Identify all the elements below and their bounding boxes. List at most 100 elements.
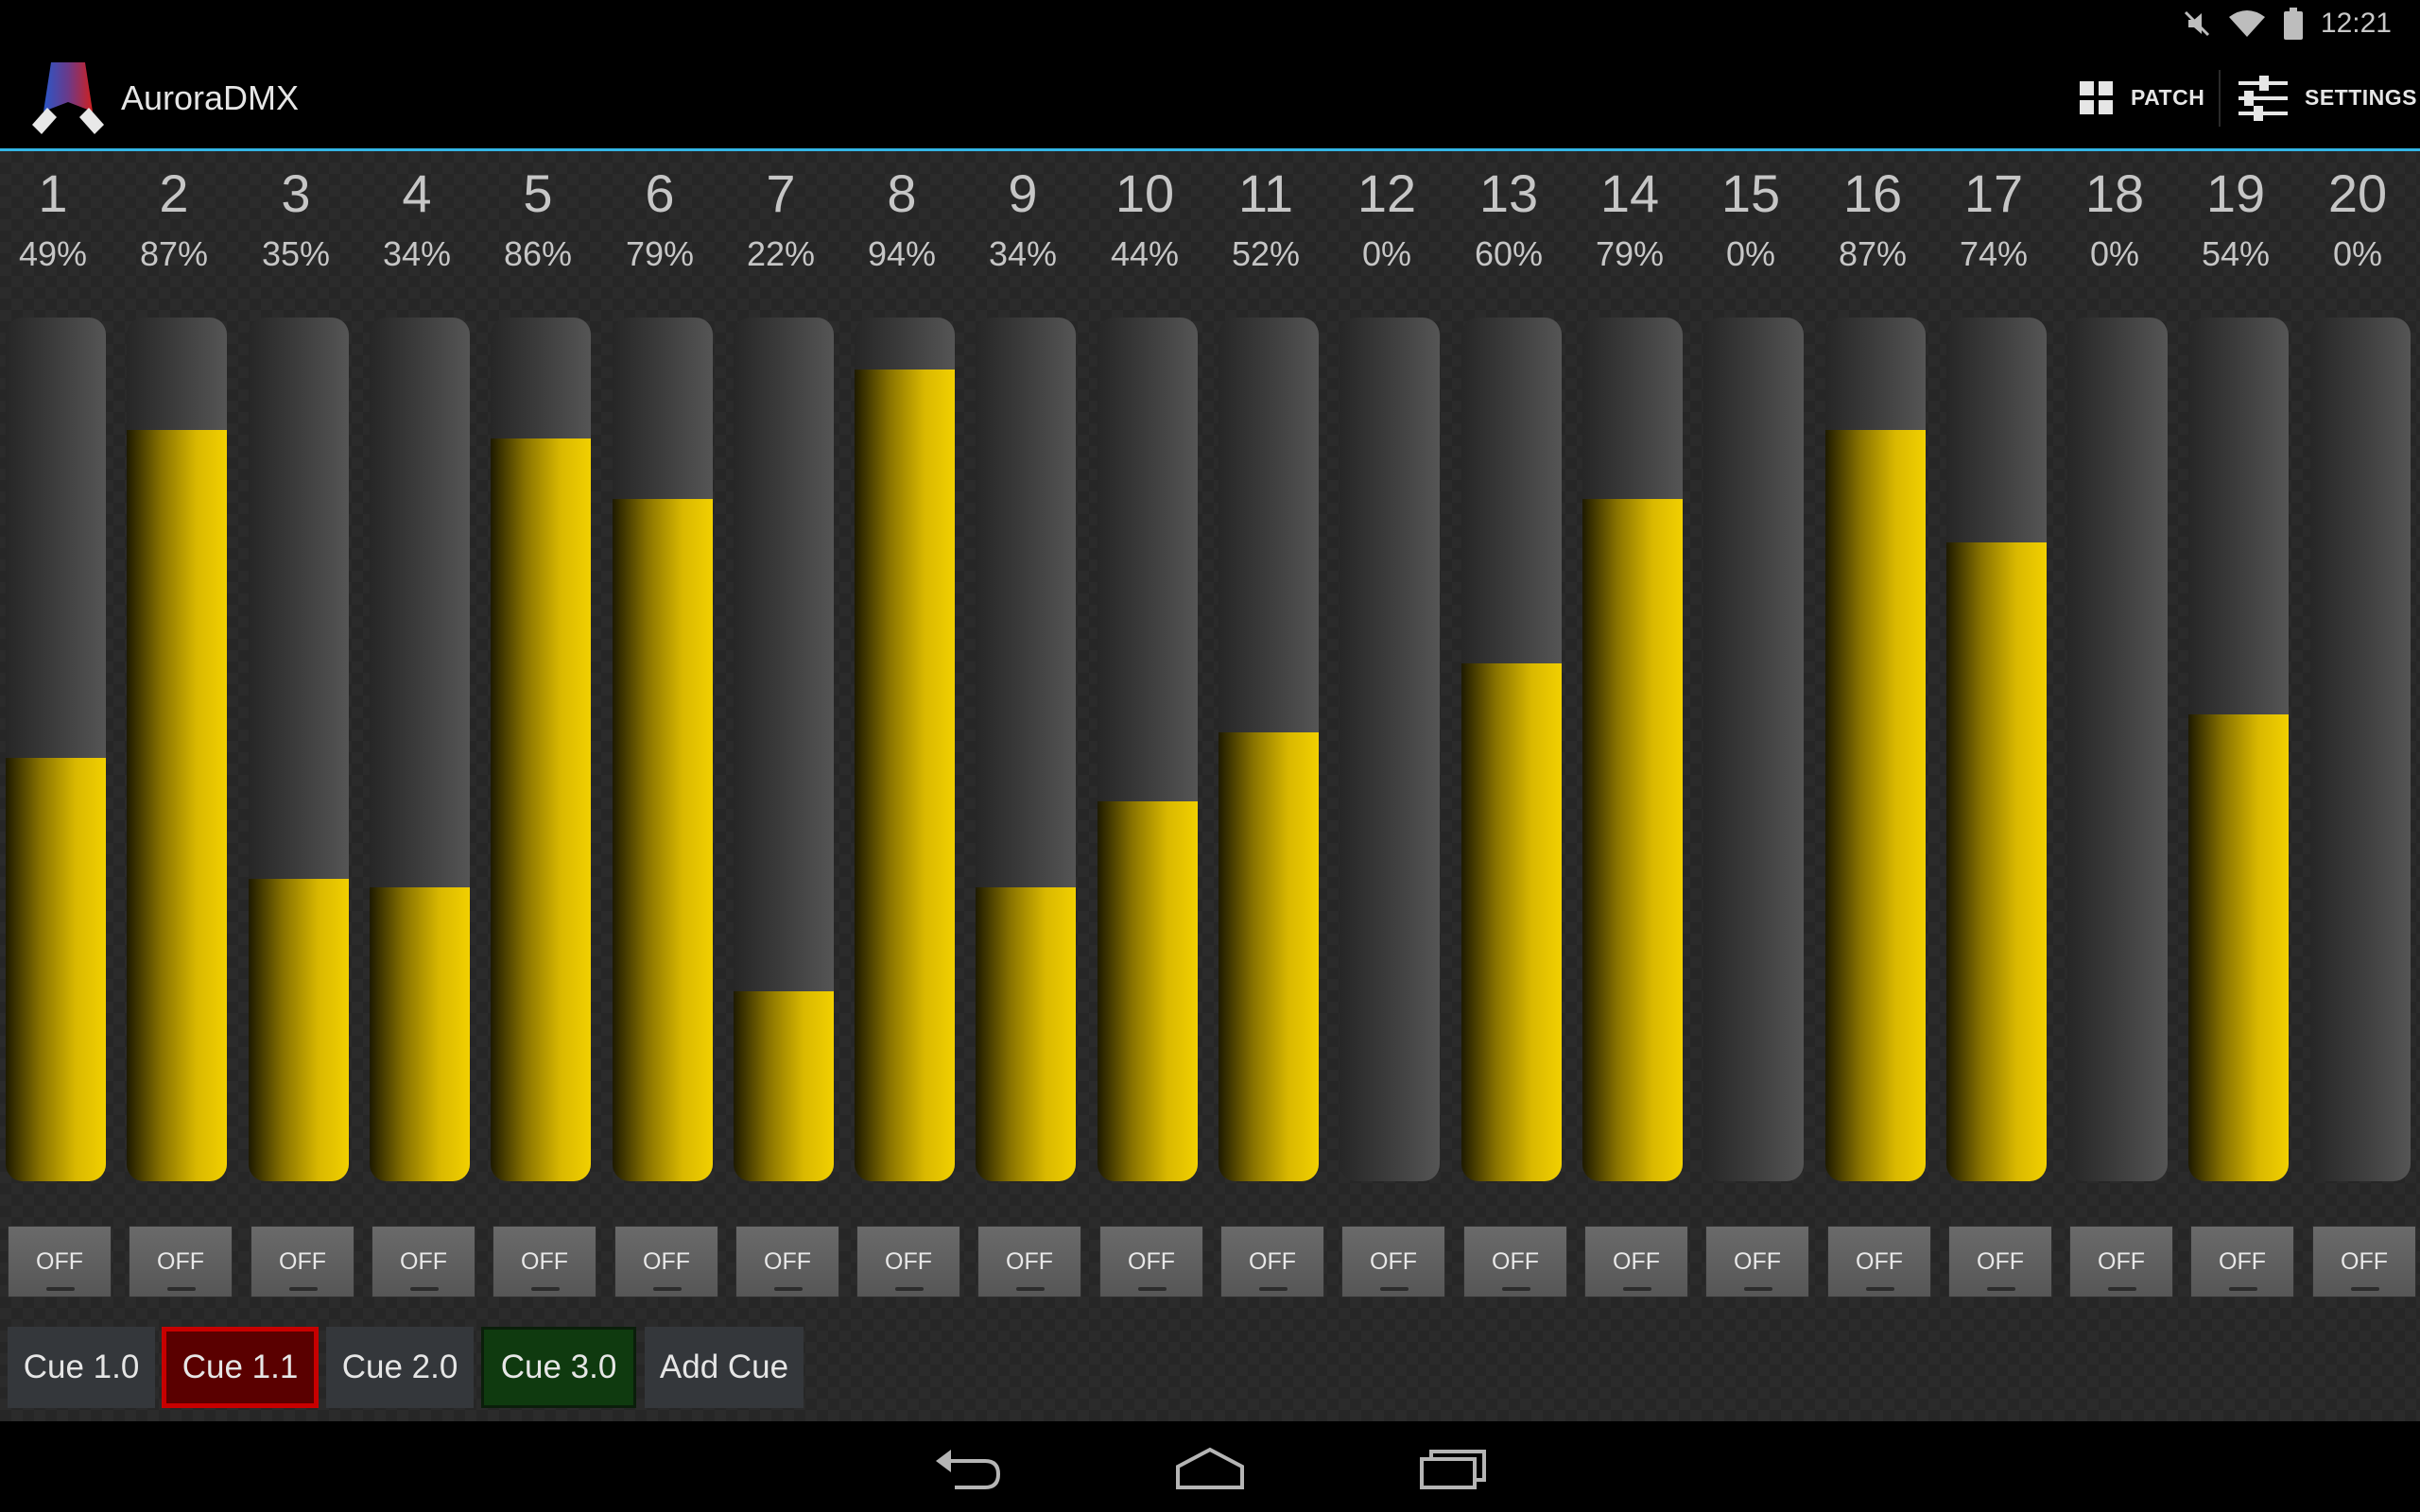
channel-off-button[interactable]: OFF bbox=[1705, 1226, 1809, 1297]
channel-number: 3 bbox=[281, 163, 311, 223]
cue-button[interactable]: Cue 2.0 bbox=[326, 1327, 474, 1408]
channel-strip: 5 86% OFF bbox=[485, 151, 596, 1299]
cue-button[interactable]: Cue 1.1 bbox=[162, 1327, 319, 1408]
channel-off-button[interactable]: OFF bbox=[1463, 1226, 1567, 1297]
channel-fader[interactable] bbox=[1461, 318, 1562, 1181]
channel-strip: 3 35% OFF bbox=[243, 151, 354, 1299]
status-time: 12:21 bbox=[2320, 8, 2392, 39]
channel-number: 7 bbox=[766, 163, 796, 223]
channel-off-button[interactable]: OFF bbox=[2069, 1226, 2173, 1297]
status-icons: 12:21 bbox=[2183, 0, 2392, 47]
app-logo-icon bbox=[32, 62, 104, 134]
channel-off-button[interactable]: OFF bbox=[1948, 1226, 2052, 1297]
channel-off-button[interactable]: OFF bbox=[2312, 1226, 2416, 1297]
channel-fader[interactable] bbox=[855, 318, 955, 1181]
channel-fader[interactable] bbox=[1340, 318, 1440, 1181]
channel-fader[interactable] bbox=[491, 318, 591, 1181]
channel-off-button[interactable]: OFF bbox=[8, 1226, 112, 1297]
wifi-icon bbox=[2228, 10, 2265, 37]
channel-fader[interactable] bbox=[1703, 318, 1804, 1181]
channel-off-button[interactable]: OFF bbox=[735, 1226, 839, 1297]
channel-strip: 15 0% OFF bbox=[1698, 151, 1809, 1299]
channel-off-button[interactable]: OFF bbox=[2190, 1226, 2294, 1297]
status-bar: 12:21 bbox=[0, 0, 2420, 47]
home-icon[interactable] bbox=[1174, 1438, 1246, 1495]
fader-level bbox=[2188, 714, 2289, 1181]
channel-fader[interactable] bbox=[2067, 318, 2168, 1181]
patch-button[interactable]: PATCH bbox=[2080, 47, 2204, 148]
channel-fader[interactable] bbox=[127, 318, 227, 1181]
channel-strip: 6 79% OFF bbox=[607, 151, 718, 1299]
channel-number: 14 bbox=[1599, 163, 1660, 223]
channel-percent: 60% bbox=[1474, 234, 1544, 273]
channel-percent: 0% bbox=[1725, 234, 1776, 273]
channel-fader[interactable] bbox=[613, 318, 713, 1181]
channel-strip: 10 44% OFF bbox=[1092, 151, 1203, 1299]
channel-off-button[interactable]: OFF bbox=[977, 1226, 1081, 1297]
recent-apps-icon[interactable] bbox=[1418, 1438, 1490, 1495]
channel-number: 9 bbox=[1008, 163, 1038, 223]
channel-off-button[interactable]: OFF bbox=[1341, 1226, 1445, 1297]
back-icon[interactable] bbox=[932, 1438, 1004, 1495]
action-divider bbox=[2219, 70, 2221, 127]
fader-level bbox=[734, 990, 834, 1181]
channel-number: 15 bbox=[1720, 163, 1781, 223]
channel-off-button[interactable]: OFF bbox=[251, 1226, 354, 1297]
channel-fader[interactable] bbox=[1582, 318, 1683, 1181]
channel-strip: 20 0% OFF bbox=[2305, 151, 2416, 1299]
channel-off-button[interactable]: OFF bbox=[856, 1226, 960, 1297]
channel-number: 10 bbox=[1115, 163, 1175, 223]
cue-button[interactable]: Cue 3.0 bbox=[481, 1327, 636, 1408]
channel-number: 17 bbox=[1963, 163, 2024, 223]
channel-off-button[interactable]: OFF bbox=[1220, 1226, 1324, 1297]
fader-level bbox=[855, 369, 955, 1181]
fader-level bbox=[1582, 498, 1683, 1181]
action-bar: AuroraDMX PATCH SETTINGS bbox=[0, 47, 2420, 151]
channel-number: 18 bbox=[2084, 163, 2145, 223]
channel-percent: 49% bbox=[18, 234, 88, 273]
channel-percent: 54% bbox=[2201, 234, 2271, 273]
channel-fader[interactable] bbox=[734, 318, 834, 1181]
channel-fader[interactable] bbox=[370, 318, 470, 1181]
settings-button[interactable]: SETTINGS bbox=[2238, 47, 2417, 148]
channel-number: 20 bbox=[2327, 163, 2388, 223]
channel-off-button[interactable]: OFF bbox=[1099, 1226, 1203, 1297]
channel-number: 2 bbox=[159, 163, 189, 223]
channel-fader[interactable] bbox=[2188, 318, 2289, 1181]
fader-level bbox=[1461, 662, 1562, 1181]
channel-fader[interactable] bbox=[1825, 318, 1926, 1181]
channel-fader[interactable] bbox=[976, 318, 1076, 1181]
channel-strip: 9 34% OFF bbox=[970, 151, 1081, 1299]
channel-fader[interactable] bbox=[1219, 318, 1319, 1181]
channel-fader[interactable] bbox=[249, 318, 349, 1181]
channel-off-button[interactable]: OFF bbox=[493, 1226, 596, 1297]
channel-percent: 35% bbox=[261, 234, 331, 273]
fader-level bbox=[370, 887, 470, 1181]
channel-off-button[interactable]: OFF bbox=[1584, 1226, 1688, 1297]
channel-number: 5 bbox=[523, 163, 553, 223]
channel-strip: 11 52% OFF bbox=[1213, 151, 1324, 1299]
patch-label: PATCH bbox=[2131, 85, 2205, 110]
channel-fader[interactable] bbox=[1098, 318, 1198, 1181]
channel-strip: 16 87% OFF bbox=[1820, 151, 1931, 1299]
fader-panel: 1 49% OFF 2 87% OFF 3 35% OFF 4 34% OFF 5 86% OFF 6 79% O… bbox=[0, 151, 2420, 1421]
navigation-bar bbox=[0, 1421, 2420, 1512]
channel-strip: 13 60% OFF bbox=[1456, 151, 1567, 1299]
add-cue-button[interactable]: Add Cue bbox=[645, 1327, 804, 1408]
channel-off-button[interactable]: OFF bbox=[1827, 1226, 1931, 1297]
channel-fader[interactable] bbox=[1946, 318, 2047, 1181]
channel-fader[interactable] bbox=[6, 318, 106, 1181]
channel-off-button[interactable]: OFF bbox=[372, 1226, 475, 1297]
fader-level bbox=[613, 498, 713, 1181]
grid-icon bbox=[2080, 80, 2113, 114]
cue-button[interactable]: Cue 1.0 bbox=[8, 1327, 155, 1408]
channel-fader[interactable] bbox=[2310, 318, 2411, 1181]
channel-percent: 74% bbox=[1959, 234, 2029, 273]
channel-off-button[interactable]: OFF bbox=[614, 1226, 718, 1297]
channel-number: 13 bbox=[1478, 163, 1539, 223]
channel-percent: 34% bbox=[988, 234, 1058, 273]
channel-percent: 0% bbox=[1361, 234, 1412, 273]
channel-number: 16 bbox=[1842, 163, 1903, 223]
channel-percent: 87% bbox=[1838, 234, 1908, 273]
channel-off-button[interactable]: OFF bbox=[129, 1226, 233, 1297]
